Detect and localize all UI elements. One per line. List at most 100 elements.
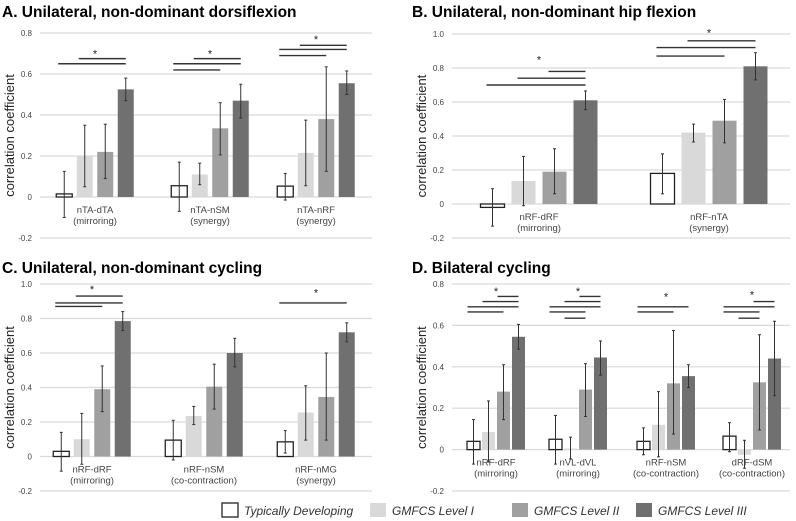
- panel-title: B. Unilateral, non-dominant hip flexion: [412, 4, 696, 21]
- bar-level-3: [768, 358, 781, 450]
- y-axis-label: correlation coefficient: [2, 74, 17, 197]
- bar-level-3: [573, 100, 598, 204]
- chart-panel-b: B. Unilateral, non-dominant hip flexion -…: [412, 4, 790, 243]
- y-tick-label: 0: [28, 453, 33, 462]
- y-tick-label: 0.2: [21, 418, 33, 427]
- bar-level-3: [117, 89, 134, 197]
- category-sublabel: (synergy): [689, 223, 729, 234]
- significance-star: *: [576, 286, 581, 298]
- bar-level-1: [681, 132, 706, 204]
- significance-star: *: [314, 288, 319, 300]
- category-sublabel: (mirroring): [517, 223, 561, 234]
- bar-level-2: [579, 389, 592, 450]
- category-label: nRF-dRF: [519, 212, 558, 223]
- category-sublabel: (co-contraction): [719, 469, 785, 480]
- significance-star: *: [93, 49, 98, 61]
- legend-swatch: [221, 502, 239, 518]
- y-axis-label: correlation coefficient: [2, 326, 17, 449]
- y-tick-label: 0.6: [21, 70, 33, 79]
- legend-label: Typically Developing: [244, 504, 353, 518]
- category-sublabel: (mirroring): [556, 469, 600, 480]
- category-sublabel: (co-contraction): [171, 476, 237, 487]
- bar-level-3: [338, 332, 355, 457]
- y-tick-label: 0: [28, 193, 33, 202]
- category-sublabel: (co-contraction): [633, 469, 699, 480]
- significance-star: *: [90, 284, 95, 296]
- y-tick-label: 0.2: [433, 166, 445, 175]
- significance-star: *: [537, 55, 542, 67]
- bar-level-3: [743, 66, 768, 204]
- category-label: nRF-dRF: [476, 458, 515, 469]
- y-tick-label: 0.4: [21, 384, 33, 393]
- y-tick-label: 0.6: [21, 349, 33, 358]
- legend-label: GMFCS Level III: [658, 504, 747, 518]
- y-tick-label: 0.6: [433, 321, 445, 330]
- legend-swatch: [370, 503, 386, 517]
- y-tick-label: 0.6: [433, 98, 445, 107]
- significance-star: *: [494, 286, 499, 298]
- y-tick-label: -0.2: [18, 487, 32, 496]
- category-label: dRF-dSM: [732, 458, 773, 469]
- chart-panel-a: A. Unilateral, non-dominant dorsiflexion…: [2, 4, 372, 243]
- bar-level-3: [232, 100, 249, 197]
- legend-label: GMFCS Level II: [534, 504, 620, 518]
- category-label: nVL-dVL: [560, 458, 597, 469]
- y-tick-label: 0.8: [433, 280, 445, 289]
- category-sublabel: (mirroring): [70, 476, 114, 487]
- category-label: nRF-nMG: [295, 465, 337, 476]
- bar-level-2: [497, 391, 510, 450]
- category-sublabel: (synergy): [296, 476, 336, 487]
- bar-level-3: [512, 336, 525, 450]
- y-tick-label: 0.8: [433, 64, 445, 73]
- y-axis-label: correlation coefficient: [414, 326, 429, 449]
- y-tick-label: 0.2: [433, 404, 445, 413]
- bar-level-2: [206, 386, 223, 457]
- category-label: nRF-dRF: [72, 465, 111, 476]
- y-tick-label: 1.0: [433, 30, 445, 39]
- bar-level-1: [191, 174, 208, 197]
- y-tick-label: 0.4: [21, 111, 33, 120]
- bar-level-3: [114, 321, 131, 457]
- legend-label: GMFCS Level I: [392, 504, 475, 518]
- category-label: nRF-nTA: [690, 212, 728, 223]
- bar-level-3: [682, 376, 695, 450]
- y-tick-label: 0: [440, 200, 445, 209]
- panel-title: A. Unilateral, non-dominant dorsiflexion: [2, 4, 297, 21]
- y-tick-label: -0.2: [430, 487, 444, 496]
- category-label: nTA-nRF: [297, 205, 335, 216]
- panel-title: D. Bilateral cycling: [412, 260, 551, 277]
- y-tick-label: -0.2: [18, 234, 32, 243]
- y-tick-label: 0.4: [433, 132, 445, 141]
- panel-title: C. Unilateral, non-dominant cycling: [2, 260, 262, 277]
- category-sublabel: (synergy): [296, 216, 336, 227]
- y-tick-label: 0.4: [433, 363, 445, 372]
- y-tick-label: 1.0: [21, 280, 33, 289]
- bar-level-1: [185, 415, 202, 457]
- category-label: nRF-nSM: [184, 465, 225, 476]
- legend-swatch: [512, 503, 528, 517]
- y-tick-label: -0.2: [430, 234, 444, 243]
- bar-level-2: [212, 128, 229, 197]
- bar-level-3: [338, 83, 355, 197]
- legend-swatch: [636, 503, 652, 517]
- y-axis-label: correlation coefficient: [414, 74, 429, 197]
- legend: Typically Developing GMFCS Level I GMFCS L…: [221, 502, 747, 518]
- significance-star: *: [314, 34, 319, 46]
- category-sublabel: (mirroring): [73, 216, 117, 227]
- category-label: nTA-dTA: [77, 205, 114, 216]
- bar-level-3: [594, 357, 607, 450]
- category-sublabel: (synergy): [190, 216, 230, 227]
- chart-panel-c: C. Unilateral, non-dominant cycling -0.2 0…: [2, 260, 372, 496]
- category-label: nTA-nSM: [190, 205, 230, 216]
- y-tick-label: 0.8: [21, 315, 33, 324]
- significance-star: *: [208, 49, 213, 61]
- bar-level-3: [226, 353, 243, 457]
- y-tick-label: 0.2: [21, 152, 33, 161]
- significance-star: *: [664, 291, 669, 303]
- y-tick-label: 0: [440, 446, 445, 455]
- bar-level-2: [94, 389, 111, 457]
- chart-panel-d: D. Bilateral cycling -0.2 0 0.2 0.4 0.6 0.8 cor…: [412, 260, 790, 496]
- category-label: nRF-nSM: [646, 458, 687, 469]
